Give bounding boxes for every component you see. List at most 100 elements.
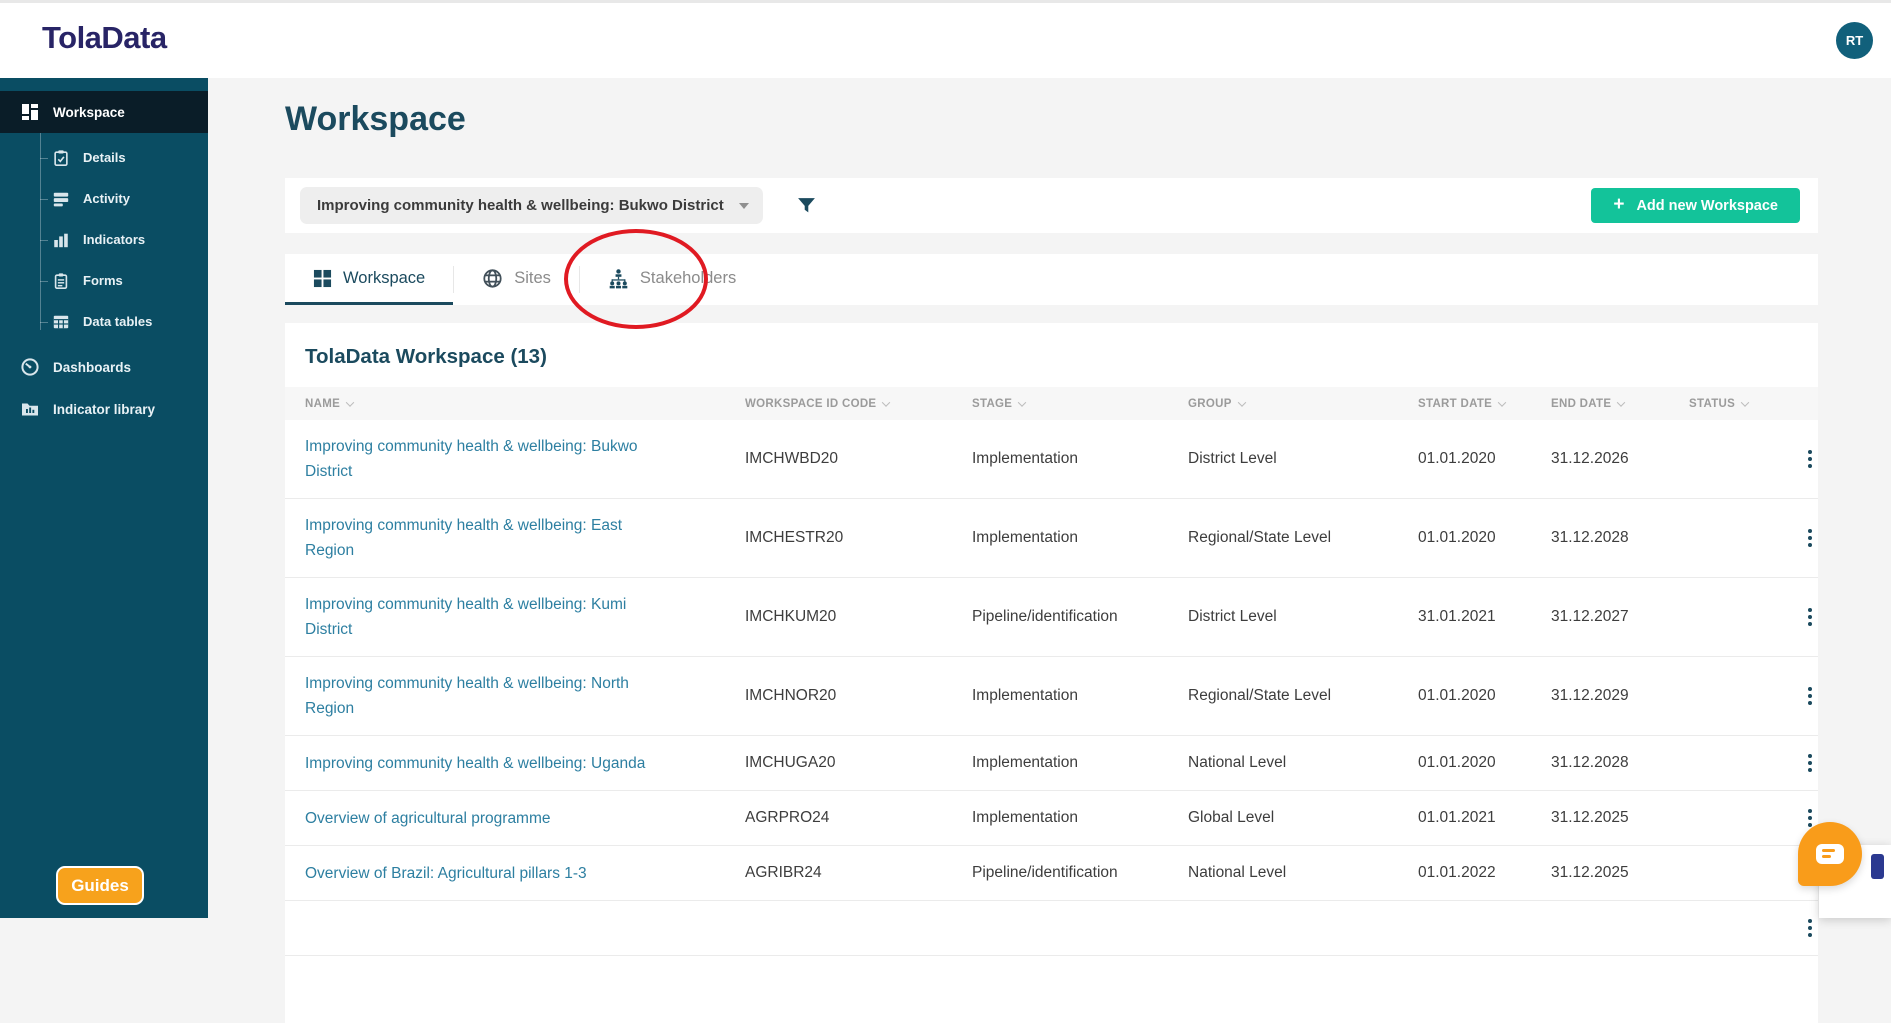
tab-label: Stakeholders [639,268,737,287]
table-row: Improving community health & wellbeing: … [285,657,1818,736]
sort-chevron-icon [1237,397,1246,407]
tab-stakeholders[interactable]: Stakeholders [580,254,764,305]
workspace-grid-icon [20,102,40,122]
workspace-table-panel: TolaData Workspace (13) NAME WORKSPACE I… [285,323,1818,1023]
row-menu-button[interactable] [1802,446,1818,472]
workspace-name-link[interactable]: Improving community health & wellbeing: … [305,517,623,559]
sidebar-item-label: Forms [83,273,123,288]
column-header-stage[interactable]: STAGE [965,398,1180,410]
row-menu-button[interactable] [1802,525,1818,551]
start-date-cell: 31.01.2021 [1418,608,1496,625]
end-date-cell: 31.12.2025 [1551,864,1629,881]
table-header-row: NAME WORKSPACE ID CODE STAGE GROUP START… [285,387,1818,420]
workspace-toolbar: Improving community health & wellbeing: … [285,178,1818,233]
org-chart-icon [608,268,629,289]
column-header-end-date[interactable]: END DATE [1545,398,1675,410]
toladata-logo: TolaData [42,20,167,55]
workspace-id-cell: AGRIBR24 [745,864,822,881]
sidebar-item-forms[interactable]: Forms [0,260,208,301]
workspace-name-link[interactable]: Improving community health & wellbeing: … [305,596,627,638]
table-row: Improving community health & wellbeing: … [285,499,1818,578]
sidebar-item-indicators[interactable]: Indicators [0,219,208,260]
group-cell: District Level [1188,450,1277,467]
filter-funnel-icon [796,195,817,216]
workspace-id-cell: IMCHKUM20 [745,608,837,625]
sort-chevron-icon [1018,397,1027,407]
tab-label: Workspace [343,268,426,287]
column-header-group[interactable]: GROUP [1180,398,1410,410]
workspace-id-cell: IMCHNOR20 [745,687,837,704]
start-date-cell: 01.01.2022 [1418,864,1496,881]
sort-chevron-icon [1497,397,1507,407]
workspace-id-cell: AGRPRO24 [745,809,830,826]
end-date-cell: 31.12.2026 [1551,450,1629,467]
column-header-name[interactable]: NAME [285,398,740,410]
sidebar-item-data-tables[interactable]: Data tables [0,301,208,342]
top-header: TolaData RT [0,3,1891,78]
table-row: Improving community health & wellbeing: … [285,578,1818,657]
stage-cell: Implementation [972,754,1078,771]
user-avatar[interactable]: RT [1836,22,1873,59]
group-cell: National Level [1188,864,1287,881]
sidebar-item-label: Activity [83,191,130,206]
sidebar: Workspace Details Activity Indicators [0,78,208,918]
workspace-id-cell: IMCHESTR20 [745,529,844,546]
add-workspace-button[interactable]: + Add new Workspace [1591,188,1800,223]
tab-separator [453,266,455,293]
sidebar-item-activity[interactable]: Activity [0,178,208,219]
end-date-cell: 31.12.2029 [1551,687,1629,704]
row-menu-button[interactable] [1802,915,1818,941]
start-date-cell: 01.01.2020 [1418,450,1496,467]
gauge-icon [20,357,40,377]
chat-launcher-button[interactable] [1798,822,1862,886]
sidebar-item-label: Data tables [83,314,153,329]
table-row: Overview of agricultural programme AGRPR… [285,791,1818,846]
top-strip [0,0,1891,3]
row-menu-button[interactable] [1802,604,1818,630]
workspace-name-link[interactable]: Improving community health & wellbeing: … [305,754,646,772]
tab-label: Sites [514,268,551,287]
column-header-status[interactable]: STATUS [1675,398,1770,410]
sidebar-item-dashboards[interactable]: Dashboards [0,346,208,388]
workspace-name-link[interactable]: Improving community health & wellbeing: … [305,438,638,480]
start-date-cell: 01.01.2020 [1418,754,1496,771]
group-cell: Global Level [1188,809,1275,826]
tab-workspace[interactable]: Workspace [285,254,454,305]
sidebar-item-indicator-library[interactable]: Indicator library [0,388,208,430]
row-menu-button[interactable] [1802,805,1818,831]
group-cell: Regional/State Level [1188,529,1332,546]
row-menu-button[interactable] [1802,683,1818,709]
workspace-selector[interactable]: Improving community health & wellbeing: … [300,187,763,224]
tab-separator [578,266,580,293]
chat-bubble-icon [1816,844,1844,864]
column-header-start-date[interactable]: START DATE [1410,398,1545,410]
chevron-down-icon [738,202,749,209]
workspace-selector-value: Improving community health & wellbeing: … [317,197,724,214]
sidebar-item-workspace[interactable]: Workspace [0,91,208,133]
table-title: TolaData Workspace (13) [305,345,547,368]
workspace-name-link[interactable]: Overview of Brazil: Agricultural pillars… [305,864,587,882]
row-menu-button[interactable] [1802,750,1818,776]
end-date-cell: 31.12.2028 [1551,529,1629,546]
sidebar-item-label: Workspace [53,104,125,120]
end-date-cell: 31.12.2027 [1551,608,1629,625]
end-date-cell: 31.12.2028 [1551,754,1629,771]
tab-bar: Workspace Sites Stakeholders [285,254,1818,305]
sort-chevron-icon [882,397,891,407]
stage-cell: Implementation [972,529,1078,546]
bar-chart-icon [52,231,70,249]
data-table-icon [52,313,70,331]
stage-cell: Implementation [972,809,1078,826]
tab-sites[interactable]: Sites [454,254,579,305]
sidebar-item-label: Dashboards [53,359,132,375]
grid-icon [313,269,332,288]
workspace-name-link[interactable]: Overview of agricultural programme [305,809,551,827]
stage-cell: Implementation [972,450,1078,467]
filter-button[interactable] [796,195,817,216]
start-date-cell: 01.01.2021 [1418,809,1496,826]
column-header-id-code[interactable]: WORKSPACE ID CODE [740,398,965,410]
sidebar-item-details[interactable]: Details [0,137,208,178]
group-cell: District Level [1188,608,1277,625]
workspace-name-link[interactable]: Improving community health & wellbeing: … [305,675,629,717]
guides-button[interactable]: Guides [56,866,144,905]
